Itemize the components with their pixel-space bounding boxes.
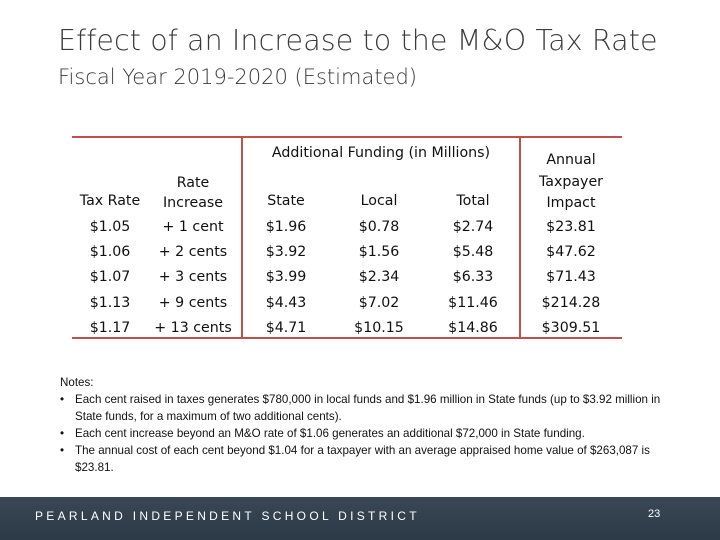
cell-tax-rate: $1.07 (89, 269, 131, 286)
cell-annual-impact: $23.81 (546, 219, 596, 235)
cell-tax-rate: $1.05 (89, 219, 131, 235)
cell-annual-impact: $309.51 (541, 319, 601, 336)
header-local: Local (360, 193, 398, 209)
cell-annual-impact: $214.28 (541, 294, 601, 311)
cell-rate-increase: + 1 cent (162, 219, 224, 235)
cell-state: $4.43 (265, 294, 307, 311)
note-text: Each cent increase beyond an M&O rate of… (75, 427, 585, 440)
slide-subtitle: Fiscal Year 2019-2020 (Estimated) (58, 65, 417, 89)
note-item: • The annual cost of each cent beyond $1.… (60, 442, 670, 476)
bullet-icon: • (60, 427, 65, 440)
page-number: 23 (648, 508, 661, 520)
cell-annual-impact: $71.43 (546, 269, 596, 286)
note-text: The annual cost of each cent beyond $1.0… (75, 444, 650, 474)
header-tax-rate: Tax Rate (79, 193, 141, 209)
group-divider-right (519, 137, 521, 337)
cell-total: $2.74 (452, 219, 494, 235)
cell-tax-rate: $1.17 (89, 319, 131, 336)
header-rate-increase: Rate Increase (162, 175, 224, 211)
cell-state: $3.99 (265, 269, 307, 286)
cell-tax-rate: $1.06 (89, 244, 131, 261)
notes-heading: Notes: (60, 376, 94, 389)
cell-state: $4.71 (265, 319, 307, 336)
notes-list: • Each cent raised in taxes generates $78… (60, 391, 670, 476)
cell-local: $7.02 (358, 294, 400, 311)
group-header: Additional Funding (in Millions) (271, 145, 491, 161)
note-item: • Each cent raised in taxes generates $78… (60, 391, 670, 425)
table-top-rule (72, 136, 622, 138)
header-total: Total (456, 193, 490, 209)
cell-tax-rate: $1.13 (89, 294, 131, 311)
notes: Notes: • Each cent raised in taxes genera… (60, 374, 670, 476)
cell-rate-increase: + 9 cents (158, 294, 228, 311)
cell-rate-increase: + 13 cents (154, 319, 232, 336)
slide-title: Effect of an Increase to the M&O Tax Rat… (58, 24, 658, 57)
table-bottom-rule (72, 337, 622, 339)
cell-state: $1.96 (265, 219, 307, 235)
district-name: PEARLAND INDEPENDENT SCHOOL DISTRICT (35, 509, 420, 523)
footer-bar: PEARLAND INDEPENDENT SCHOOL DISTRICT 23 (0, 497, 720, 540)
cell-total: $5.48 (452, 244, 494, 261)
cell-rate-increase: + 2 cents (158, 244, 228, 261)
group-divider-left (241, 137, 243, 337)
note-item: • Each cent increase beyond an M&O rate o… (60, 425, 670, 442)
bullet-icon: • (60, 393, 65, 406)
cell-total: $6.33 (452, 269, 494, 286)
cell-local: $1.56 (358, 244, 400, 261)
cell-annual-impact: $47.62 (546, 244, 596, 261)
cell-local: $2.34 (358, 269, 400, 286)
cell-local: $0.78 (358, 219, 400, 235)
cell-state: $3.92 (265, 244, 307, 261)
cell-rate-increase: + 3 cents (158, 269, 228, 286)
header-annual-taxpayer-impact: Annual Taxpayer Impact (538, 152, 604, 211)
cell-local: $10.15 (354, 319, 404, 336)
cell-total: $11.46 (448, 294, 498, 311)
bullet-icon: • (60, 444, 65, 457)
note-text: Each cent raised in taxes generates $780… (75, 393, 661, 423)
cell-total: $14.86 (448, 319, 498, 336)
header-state: State (267, 193, 305, 209)
